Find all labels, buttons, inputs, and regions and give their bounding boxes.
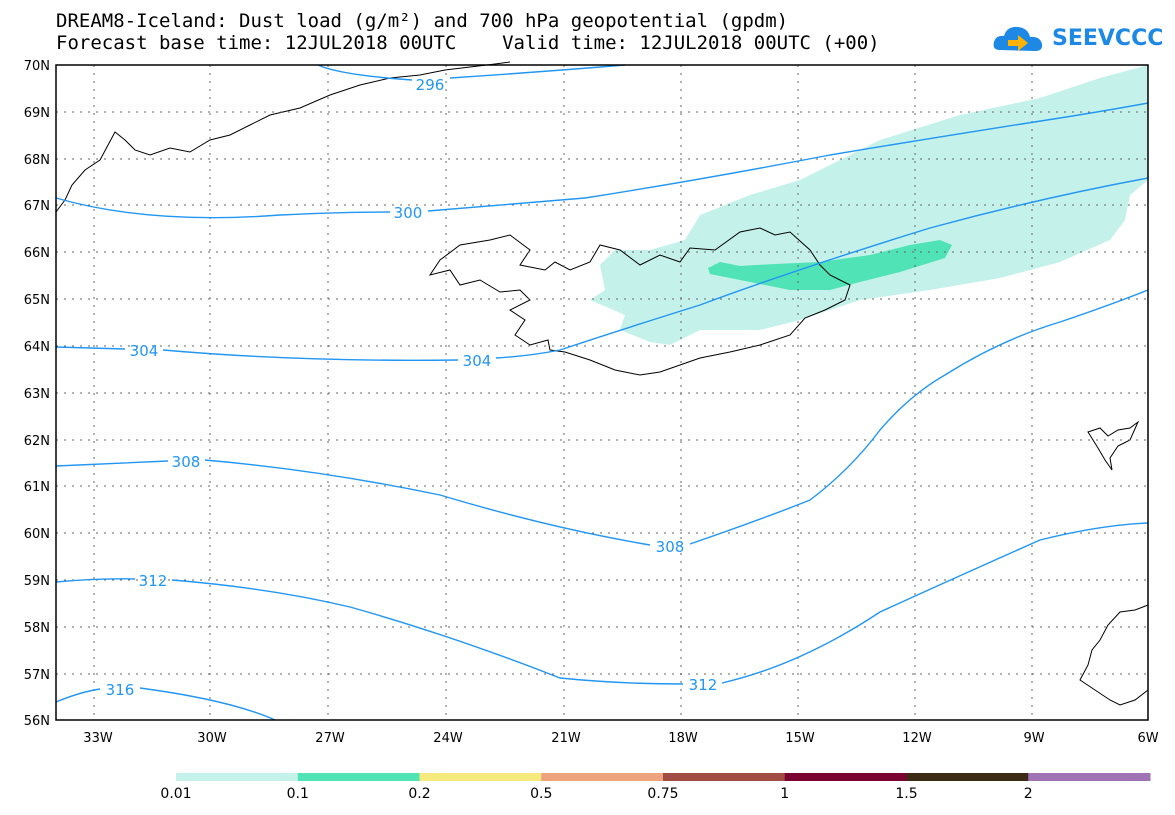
contour-label: 296 bbox=[416, 76, 445, 94]
lon-label: 18W bbox=[668, 731, 698, 746]
geopotential-contours bbox=[55, 64, 1149, 721]
contour-304 bbox=[55, 346, 561, 361]
contour-296 bbox=[317, 64, 626, 81]
lat-label: 60N bbox=[24, 527, 50, 542]
lat-label: 66N bbox=[24, 246, 50, 261]
map-subtitle: Forecast base time: 12JUL2018 00UTC Vali… bbox=[56, 32, 880, 54]
map-title: DREAM8-Iceland: Dust load (g/m²) and 700… bbox=[56, 10, 789, 32]
colorbar-swatch bbox=[906, 773, 1029, 781]
colorbar-swatch bbox=[1028, 773, 1151, 781]
lat-label: 70N bbox=[24, 59, 50, 74]
lat-label: 65N bbox=[24, 293, 50, 308]
colorbar-swatch bbox=[541, 773, 664, 781]
lon-label: 33W bbox=[83, 731, 113, 746]
dust-area-medium bbox=[708, 240, 952, 290]
colorbar-swatch bbox=[784, 773, 907, 781]
lat-label: 64N bbox=[24, 340, 50, 355]
lat-label: 58N bbox=[24, 621, 50, 636]
lon-label: 6W bbox=[1137, 731, 1158, 746]
lon-label: 9W bbox=[1023, 731, 1044, 746]
scotland-coast bbox=[1079, 604, 1149, 706]
lon-label: 21W bbox=[551, 731, 581, 746]
contour-label: 304 bbox=[463, 352, 492, 370]
lon-label: 15W bbox=[785, 731, 815, 746]
lat-label: 67N bbox=[24, 199, 50, 214]
lat-label: 61N bbox=[24, 480, 50, 495]
lat-label: 68N bbox=[24, 153, 50, 168]
lat-label: 59N bbox=[24, 574, 50, 589]
coastline-layer bbox=[55, 61, 1149, 706]
contour-300-east bbox=[559, 177, 1149, 351]
lat-label: 56N bbox=[24, 714, 50, 729]
latitude-labels: 70N 69N 68N 67N 66N 65N 64N 63N 62N 61N … bbox=[24, 59, 50, 729]
contour-300 bbox=[55, 197, 586, 219]
contour-label: 304 bbox=[130, 342, 159, 360]
lon-label: 24W bbox=[433, 731, 463, 746]
lat-label: 62N bbox=[24, 434, 50, 449]
contour-label: 300 bbox=[394, 204, 423, 222]
colorbar-swatch bbox=[419, 773, 542, 781]
lon-label: 12W bbox=[902, 731, 932, 746]
iceland-coast bbox=[428, 227, 851, 376]
colorbar-swatch bbox=[663, 773, 786, 781]
contour-label: 312 bbox=[139, 572, 168, 590]
colorbar-label: 1.5 bbox=[895, 786, 917, 802]
contour-label: 308 bbox=[656, 538, 685, 556]
map-frame bbox=[55, 64, 1149, 721]
lat-label: 69N bbox=[24, 106, 50, 121]
colorbar-label: 0.75 bbox=[647, 786, 678, 802]
grid-lines bbox=[56, 65, 1148, 720]
lon-label: 27W bbox=[315, 731, 345, 746]
logo-text: SEEVCCC bbox=[1052, 26, 1164, 51]
colorbar-label: 0.1 bbox=[287, 786, 309, 802]
colorbar-label: 1 bbox=[780, 786, 789, 802]
colorbar-swatch bbox=[297, 773, 420, 781]
colorbar-swatch bbox=[176, 773, 299, 781]
faroe-coast bbox=[1087, 420, 1140, 471]
contour-labels: 296 300 304 304 308 308 312 312 316 bbox=[106, 76, 718, 699]
greenland-coast bbox=[55, 61, 511, 213]
lon-label: 30W bbox=[197, 731, 227, 746]
seevccc-logo: SEEVCCC bbox=[990, 20, 1163, 60]
colorbar-label: 0.01 bbox=[160, 786, 191, 802]
lat-label: 57N bbox=[24, 668, 50, 683]
contour-label: 308 bbox=[172, 453, 201, 471]
contour-300-north bbox=[584, 102, 1149, 199]
colorbar-label: 0.5 bbox=[530, 786, 552, 802]
contour-label: 316 bbox=[106, 681, 135, 699]
longitude-labels: 33W 30W 27W 24W 21W 18W 15W 12W 9W 6W bbox=[83, 731, 1158, 746]
contour-308 bbox=[55, 289, 1149, 546]
contour-312 bbox=[55, 522, 1149, 685]
contour-label: 312 bbox=[689, 676, 718, 694]
dust-fill-layer bbox=[590, 65, 1148, 345]
colorbar-label: 0.2 bbox=[408, 786, 430, 802]
colorbar: 0.01 0.1 0.2 0.5 0.75 1 1.5 2 bbox=[160, 773, 1151, 802]
cloud-arrow-icon bbox=[993, 26, 1043, 51]
lat-label: 63N bbox=[24, 387, 50, 402]
contour-316 bbox=[55, 687, 276, 721]
colorbar-label: 2 bbox=[1024, 786, 1033, 802]
